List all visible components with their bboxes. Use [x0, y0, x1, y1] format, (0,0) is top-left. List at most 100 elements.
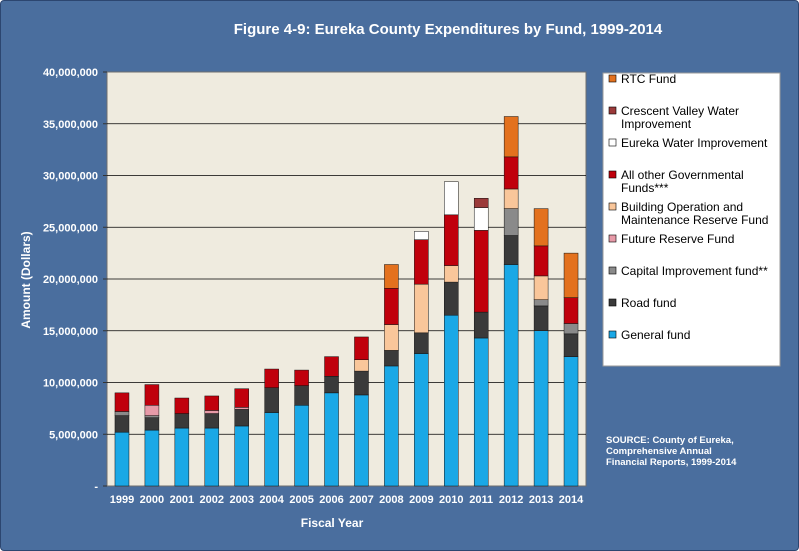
bar-segment-road-fund [384, 350, 399, 367]
y-tick-label: 15,000,000 [43, 326, 98, 338]
bar-segment-building-operation-and-maintenance-reserve-fund [444, 265, 459, 283]
bar-segment-building-operation-and-maintenance-reserve-fund [384, 324, 399, 351]
bar-segment-eureka-water-improvement [414, 231, 429, 240]
bar-segment-crescent-valley-water-improvement [473, 198, 489, 208]
legend-swatch [608, 330, 617, 339]
bar-segment-road-fund [264, 387, 279, 413]
bar-segment-general-fund [294, 405, 309, 487]
bar-segment-general-fund [144, 429, 160, 487]
legend-swatch [608, 170, 617, 179]
bar-segment-all-other-governmental-funds [324, 356, 339, 377]
x-tick-label: 2007 [349, 494, 373, 506]
bar-segment-rtc-fund [503, 116, 519, 158]
bar-segment-all-other-governmental-funds [414, 239, 429, 285]
bar-segment-capital-improvement-fund [144, 415, 160, 418]
y-tick-label: 30,000,000 [43, 171, 98, 183]
legend-swatch [608, 202, 617, 211]
bar-segment-eureka-water-improvement [444, 181, 459, 216]
legend-label: Maintenance Reserve Fund [621, 213, 768, 227]
bar-segment-general-fund [234, 425, 249, 487]
y-tick-label: 35,000,000 [43, 119, 98, 131]
legend-label: Funds*** [621, 181, 669, 195]
bar-segment-all-other-governmental-funds [354, 336, 369, 360]
source-line: SOURCE: County of Eureka, [606, 435, 734, 446]
x-tick-label: 2014 [559, 494, 584, 506]
bar-segment-all-other-governmental-funds [144, 384, 160, 406]
bar-segment-general-fund [414, 353, 429, 487]
bar-segment-general-fund [114, 431, 130, 487]
bar-segment-rtc-fund [533, 208, 549, 247]
legend-label: General fund [621, 328, 690, 342]
bar-segment-road-fund [414, 332, 429, 354]
legend-label: Road fund [621, 296, 676, 310]
bar-segment-road-fund [144, 417, 160, 431]
x-tick-label: 2001 [170, 494, 194, 506]
bars [114, 116, 579, 487]
y-tick-label: 20,000,000 [43, 274, 98, 286]
bar-segment-general-fund [503, 264, 519, 487]
bar-segment-road-fund [563, 333, 579, 357]
y-tick-label: - [94, 481, 98, 493]
bar-segment-road-fund [174, 413, 190, 429]
x-tick-label: 2010 [439, 494, 463, 506]
legend-swatch [608, 138, 617, 147]
legend-label: RTC Fund [621, 72, 676, 86]
bar-segment-road-fund [294, 385, 309, 406]
bar-segment-all-other-governmental-funds [234, 388, 249, 408]
bar-segment-road-fund [444, 281, 459, 316]
bar-segment-road-fund [114, 415, 130, 433]
bar-segment-general-fund [444, 314, 459, 487]
bar-segment-rtc-fund [563, 252, 579, 298]
x-tick-label: 2004 [259, 494, 284, 506]
bar-segment-road-fund [324, 376, 339, 394]
legend-label: Building Operation and [621, 200, 743, 214]
bar-segment-capital-improvement-fund [503, 208, 519, 236]
bar-segment-road-fund [354, 370, 369, 396]
bar-segment-road-fund [533, 305, 549, 332]
x-tick-label: 2005 [289, 494, 313, 506]
legend-swatch [608, 74, 617, 83]
x-axis-ticks: 1999 2000 2001 2002 2003 2004 2005 2006 2007 2008… [110, 494, 584, 506]
legend-label: Future Reserve Fund [621, 232, 734, 246]
bar-segment-eureka-water-improvement [473, 207, 489, 231]
source-note: SOURCE: County of Eureka,Comprehensive A… [606, 435, 737, 468]
legend-swatch [608, 106, 617, 115]
bar-segment-general-fund [533, 330, 549, 487]
x-tick-label: 2003 [229, 494, 253, 506]
y-axis-ticks: - 5,000,000 10,000,000 15,000,000 20,000,000… [43, 67, 107, 493]
bar-segment-building-operation-and-maintenance-reserve-fund [533, 275, 549, 300]
x-tick-label: 2011 [469, 494, 493, 506]
bar-segment-general-fund [264, 412, 279, 487]
bar-segment-future-reserve-fund [204, 410, 220, 414]
x-axis-label: Fiscal Year [301, 516, 364, 530]
bar-segment-all-other-governmental-funds [114, 392, 130, 412]
bar-segment-all-other-governmental-funds [384, 288, 399, 325]
bar-segment-all-other-governmental-funds [264, 368, 279, 388]
legend-swatch [608, 298, 617, 307]
y-tick-label: 10,000,000 [43, 378, 98, 390]
bar-segment-all-other-governmental-funds [473, 230, 489, 313]
y-tick-label: 25,000,000 [43, 222, 98, 234]
bar-segment-general-fund [563, 356, 579, 487]
y-tick-label: 5,000,000 [49, 429, 98, 441]
bar-segment-road-fund [473, 311, 489, 339]
bar-segment-general-fund [384, 365, 399, 487]
chart-title: Figure 4-9: Eureka County Expenditures b… [234, 21, 663, 38]
legend-swatch [608, 266, 617, 275]
bar-segment-general-fund [324, 392, 339, 487]
bar-segment-rtc-fund [384, 264, 399, 289]
bar-segment-general-fund [204, 427, 220, 487]
bar-segment-all-other-governmental-funds [563, 297, 579, 324]
bar-segment-capital-improvement-fund [533, 299, 549, 307]
bar-segment-future-reserve-fund [234, 407, 249, 410]
bar-segment-building-operation-and-maintenance-reserve-fund [354, 359, 369, 372]
y-axis-label: Amount (Dollars) [19, 231, 33, 328]
x-tick-label: 2006 [319, 494, 343, 506]
x-tick-label: 1999 [110, 494, 134, 506]
x-tick-label: 2008 [379, 494, 403, 506]
bar-segment-all-other-governmental-funds [444, 214, 459, 266]
x-tick-label: 2000 [140, 494, 164, 506]
bar-segment-building-operation-and-maintenance-reserve-fund [503, 188, 519, 209]
legend-label: Eureka Water Improvement [621, 136, 768, 150]
